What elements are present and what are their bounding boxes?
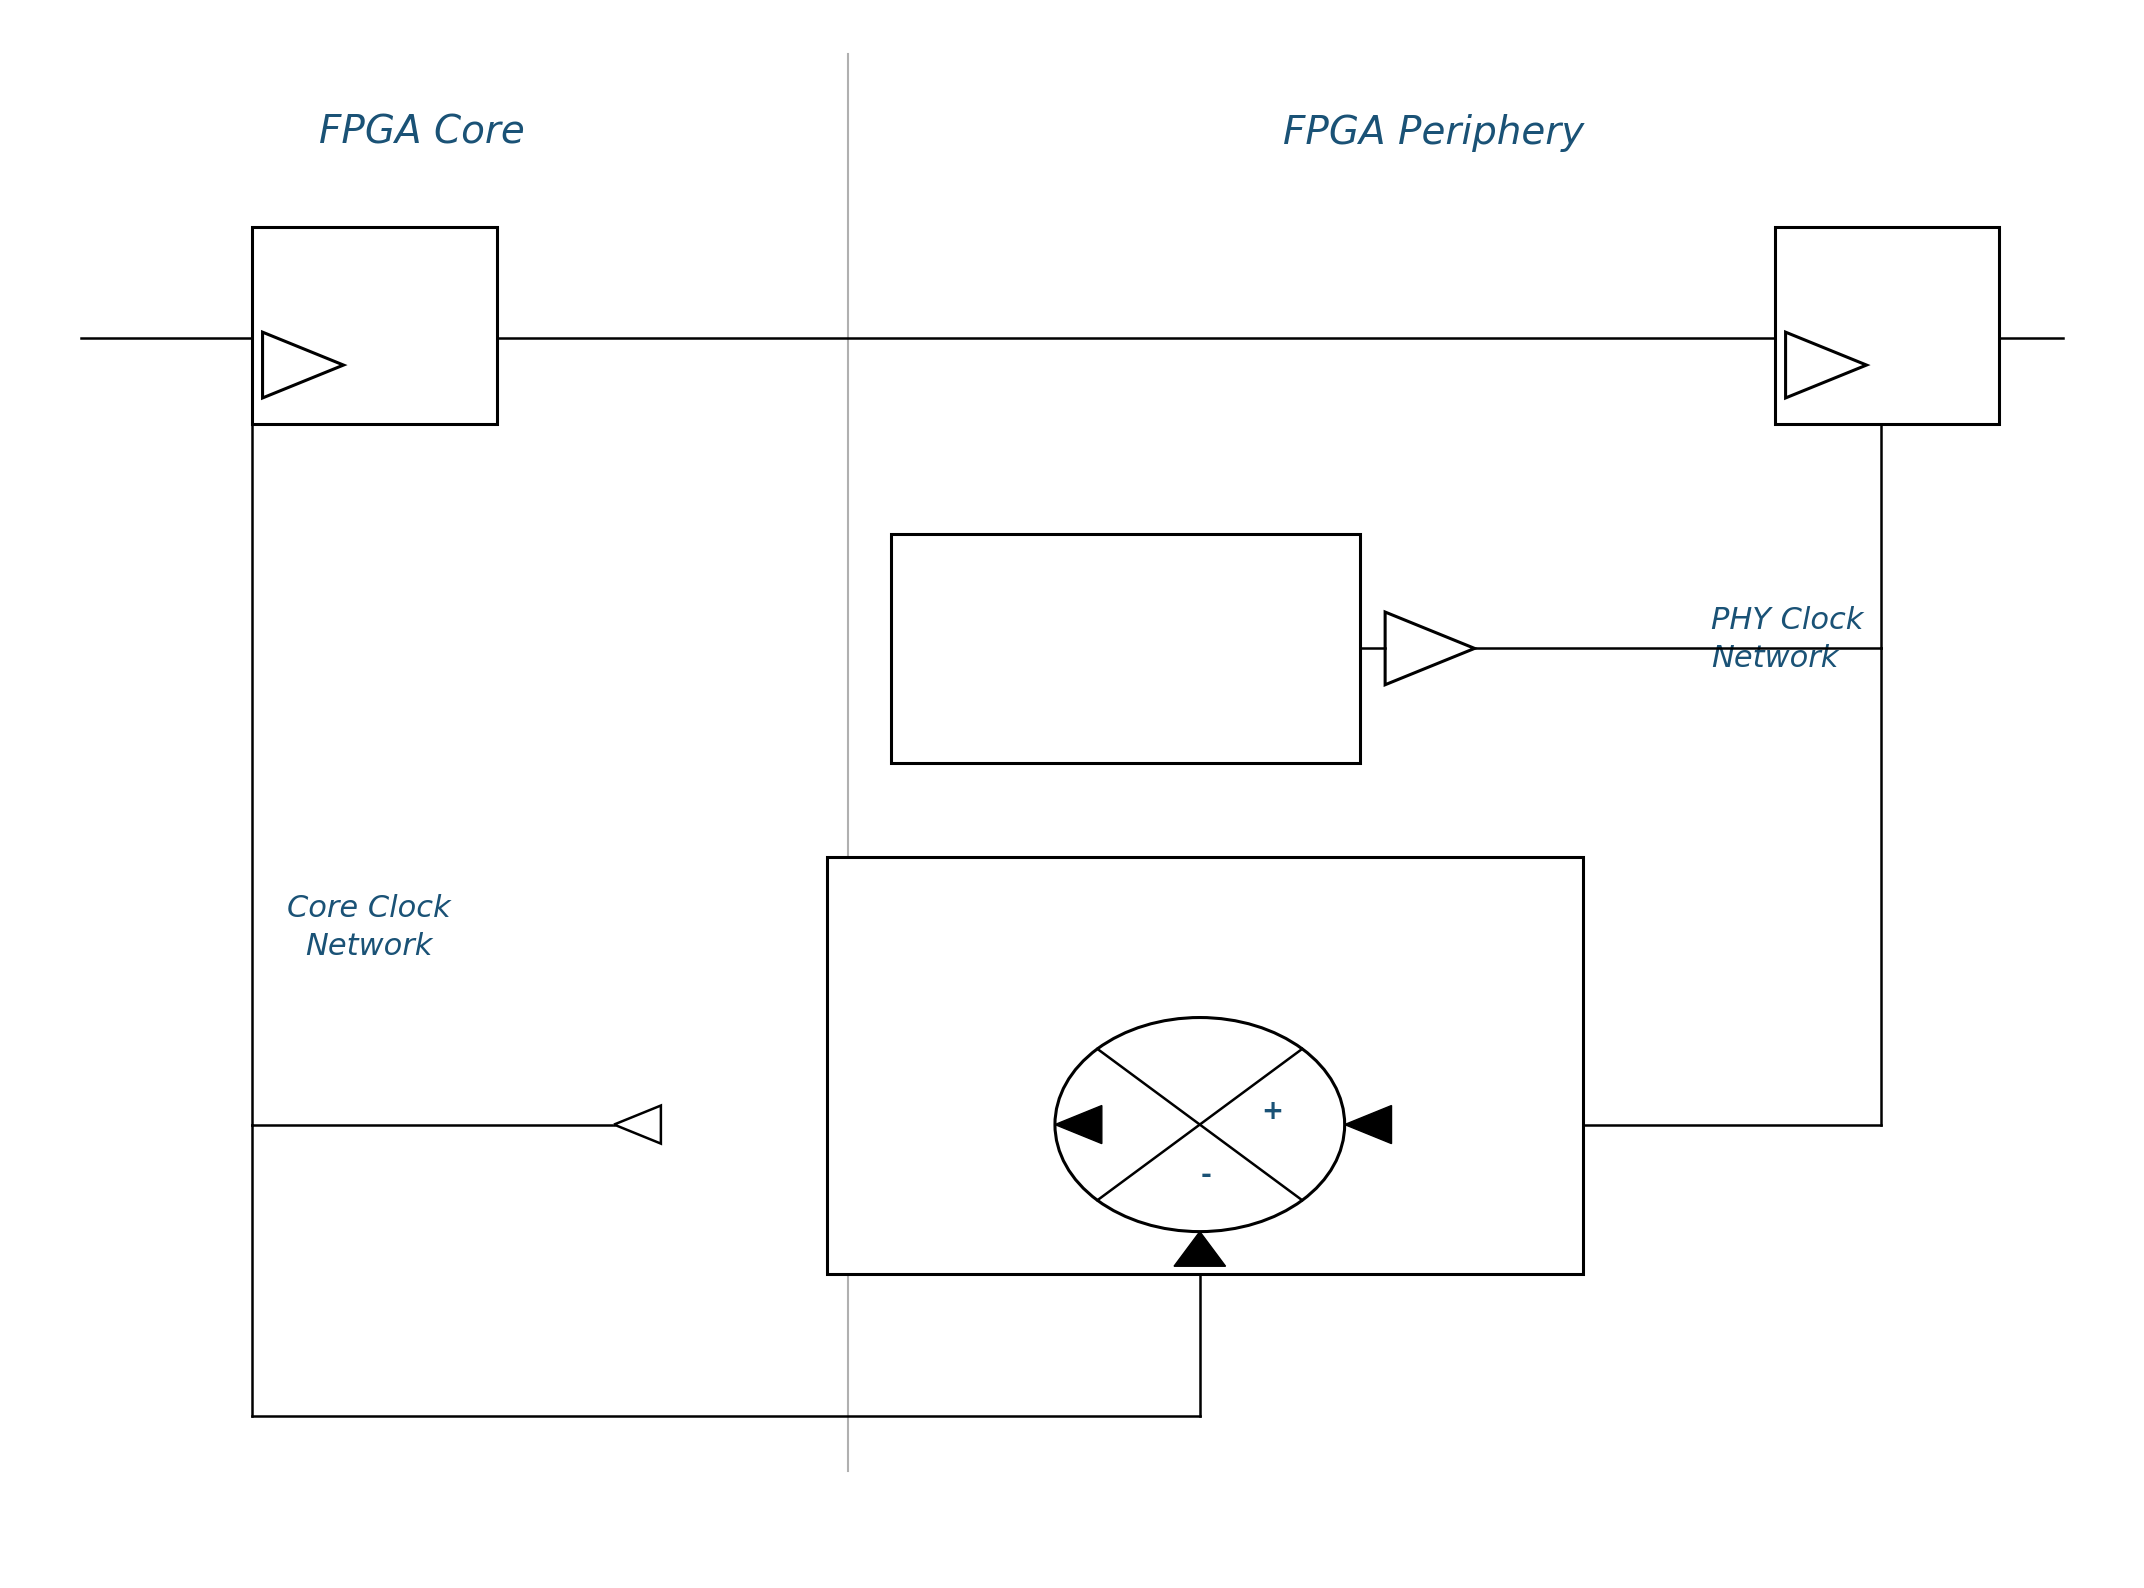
Text: PHY Clock
Network: PHY Clock Network: [1711, 607, 1863, 673]
Text: -: -: [1201, 1162, 1211, 1189]
FancyBboxPatch shape: [1775, 227, 1998, 424]
Text: +: +: [1261, 1099, 1284, 1124]
Text: FPGA Periphery: FPGA Periphery: [1284, 114, 1584, 152]
Polygon shape: [1055, 1105, 1102, 1143]
FancyBboxPatch shape: [892, 534, 1359, 762]
Polygon shape: [1344, 1105, 1391, 1143]
Text: FPGA Core: FPGA Core: [319, 114, 525, 152]
Text: PLL: PLL: [1093, 632, 1156, 665]
FancyBboxPatch shape: [251, 227, 497, 424]
Text: Core Clock
Network: Core Clock Network: [287, 894, 450, 961]
Polygon shape: [613, 1105, 660, 1143]
Polygon shape: [1175, 1232, 1226, 1266]
Text: Clock Phase Alignment: Clock Phase Alignment: [1025, 904, 1385, 931]
FancyBboxPatch shape: [828, 858, 1582, 1274]
